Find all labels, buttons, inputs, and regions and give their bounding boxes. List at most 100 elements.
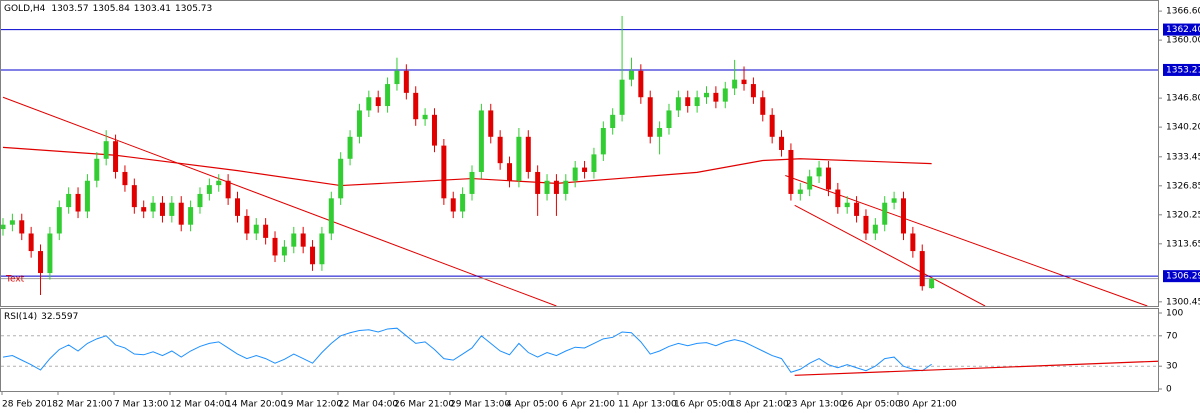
candle-body — [225, 180, 231, 199]
candle-body — [122, 171, 128, 186]
candle-body — [366, 97, 372, 111]
x-tick-label: 12 Mar 04:00 — [170, 400, 230, 410]
rsi-trend-line — [794, 360, 1158, 376]
candle-body — [431, 114, 437, 146]
x-tick-label: 28 Feb 2018 — [2, 400, 58, 410]
candle-body — [272, 237, 278, 256]
candle-body — [638, 70, 644, 98]
candle-body — [216, 180, 222, 186]
trend-line — [2, 96, 557, 306]
x-tick-label: 14 Mar 20:00 — [226, 400, 286, 410]
rsi-title: RSI(14) — [4, 312, 37, 322]
text-object: Text — [5, 275, 25, 285]
trend-line — [785, 175, 1148, 306]
candle-body — [488, 110, 494, 137]
candle-body — [291, 233, 297, 247]
candle-body — [56, 207, 62, 234]
candle-body — [553, 180, 559, 194]
candle-body — [863, 215, 869, 234]
candle-body — [19, 220, 25, 234]
rsi-tick-label: 30 — [1166, 362, 1178, 372]
x-tick-label: 29 Mar 13:00 — [450, 400, 510, 410]
candle-body — [516, 136, 522, 181]
candle-body — [478, 110, 484, 172]
x-tick-label: 11 Apr 13:00 — [618, 400, 677, 410]
candle-body — [338, 158, 344, 199]
x-tick-label: 7 Mar 13:00 — [114, 400, 169, 410]
x-tick-label: 4 Apr 05:00 — [506, 400, 559, 410]
rsi-line — [2, 327, 932, 373]
candle-body — [422, 114, 428, 120]
candle-body — [197, 193, 203, 208]
candle-body — [141, 207, 147, 212]
close: 1305.73 — [175, 4, 212, 14]
candle-body — [844, 202, 850, 208]
candle-body — [704, 92, 709, 98]
candle-body — [75, 193, 81, 212]
candle-body — [403, 70, 409, 93]
candle-body — [66, 193, 72, 208]
candle-body — [159, 202, 165, 216]
candle-body — [732, 79, 738, 89]
y-tick-label: 1326.85 — [1166, 181, 1200, 191]
y-tick-label: 1340.20 — [1166, 123, 1200, 133]
candle-body — [788, 149, 794, 194]
candle-body — [769, 114, 775, 137]
x-tick-label: 22 Mar 04:00 — [338, 400, 398, 410]
candle-body — [929, 278, 935, 289]
x-tick-label: 16 Apr 05:00 — [674, 400, 733, 410]
candle-body — [47, 233, 53, 274]
candle-body — [628, 70, 634, 80]
candle-body — [460, 193, 466, 212]
candle-body — [103, 141, 109, 159]
candle-body — [872, 224, 878, 234]
candle-body — [741, 79, 747, 85]
open: 1303.57 — [51, 4, 88, 14]
candle-body — [694, 97, 700, 107]
candle-body — [535, 171, 541, 194]
rsi-tick-label: 70 — [1166, 331, 1178, 341]
symbol-name: GOLD,H4 — [4, 4, 46, 14]
x-tick-label: 30 Apr 21:00 — [898, 400, 957, 410]
candle-body — [685, 97, 691, 107]
candle-body — [582, 167, 588, 172]
rsi-header: RSI(14) 32.5597 — [4, 312, 78, 322]
moving-average — [2, 146, 932, 187]
candle-body — [178, 202, 184, 225]
candle-body — [328, 198, 334, 234]
candle-body — [244, 215, 250, 234]
candle-body — [891, 198, 897, 203]
candle-body — [750, 84, 756, 98]
rsi-value: 32.5597 — [41, 312, 78, 322]
x-tick-label: 26 Apr 05:00 — [842, 400, 901, 410]
candle-body — [779, 136, 785, 150]
candle-body — [900, 198, 906, 234]
candle-body — [525, 136, 531, 172]
candle-body — [356, 110, 362, 137]
candle-body — [910, 233, 916, 252]
level-label-box — [1163, 23, 1200, 36]
candle-body — [816, 167, 822, 177]
candle-body — [281, 246, 287, 256]
candle-body — [169, 202, 175, 216]
candle-body — [28, 233, 34, 252]
candle-body — [375, 97, 381, 107]
candle-body — [919, 251, 925, 287]
candle-body — [450, 198, 456, 212]
candle-body — [619, 79, 625, 115]
rsi-panel — [0, 308, 1159, 392]
candle-body — [188, 207, 194, 225]
x-tick-label: 2 Mar 21:00 — [58, 400, 113, 410]
candle-body — [347, 136, 353, 159]
candle-body — [675, 97, 681, 111]
candle-body — [610, 114, 616, 129]
high: 1305.84 — [93, 4, 130, 14]
candle-body — [882, 202, 888, 225]
candle-body — [9, 220, 15, 225]
trend-line — [794, 204, 986, 306]
candle-body — [38, 251, 44, 274]
main-panel — [0, 0, 1159, 307]
y-tick-label: 1366.60 — [1166, 7, 1200, 17]
candle-body — [760, 97, 766, 115]
candle-body — [253, 224, 259, 234]
